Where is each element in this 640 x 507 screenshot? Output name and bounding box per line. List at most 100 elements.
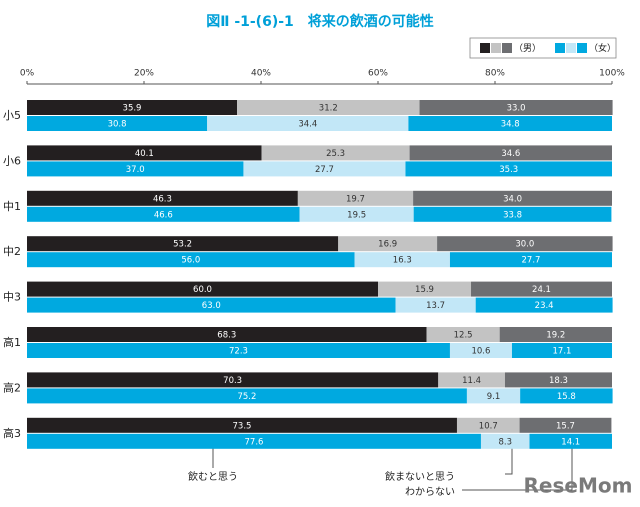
- category-label: 小6: [3, 154, 21, 167]
- bar-segment: [27, 297, 396, 313]
- value-label: 75.2: [237, 392, 256, 402]
- value-label: 8.3: [498, 437, 512, 447]
- bar-segment: [519, 417, 612, 433]
- bar-segment: [480, 433, 530, 449]
- x-tick-label: 100%: [599, 69, 625, 79]
- value-label: 40.1: [135, 149, 154, 159]
- value-label: 14.1: [561, 437, 580, 447]
- value-label: 23.4: [535, 301, 554, 311]
- value-label: 16.3: [393, 256, 412, 266]
- category-label: 高3: [3, 426, 21, 440]
- bar-segment: [413, 206, 612, 222]
- value-label: 17.1: [553, 347, 572, 357]
- x-tick-label: 80%: [485, 69, 505, 79]
- annotation-line: [462, 440, 573, 491]
- bar-segment: [27, 327, 427, 342]
- bar-segment: [438, 372, 505, 388]
- value-label: 15.8: [557, 392, 576, 402]
- x-tick-label: 40%: [251, 69, 271, 79]
- legend-swatch: [502, 43, 512, 53]
- bar-segment: [471, 281, 612, 297]
- value-label: 34.8: [501, 120, 520, 130]
- bar-segment: [520, 388, 613, 404]
- bar-segment: [426, 327, 500, 342]
- value-label: 15.7: [556, 421, 575, 431]
- bar-segment: [449, 343, 512, 358]
- value-label: 35.3: [499, 165, 518, 175]
- bar-segment: [378, 281, 472, 297]
- category-label: 中1: [3, 200, 21, 213]
- bar-segment: [27, 281, 378, 297]
- x-tick-label: 0%: [20, 69, 35, 79]
- value-label: 33.0: [507, 104, 526, 114]
- bar-segment: [466, 388, 521, 404]
- value-label: 18.3: [549, 376, 568, 386]
- bar-segment: [409, 145, 612, 161]
- value-label: 25.3: [326, 149, 345, 159]
- category-label: 中3: [3, 291, 21, 304]
- value-label: 46.3: [153, 194, 172, 204]
- bar-segment: [27, 206, 300, 222]
- bar-segment: [297, 190, 414, 206]
- bar-segment: [529, 433, 612, 449]
- value-label: 19.5: [347, 210, 366, 220]
- value-label: 72.3: [229, 347, 248, 357]
- bar-segment: [408, 116, 612, 131]
- legend-swatch: [491, 43, 501, 53]
- annotation: わからない: [405, 486, 455, 498]
- value-label: 35.9: [123, 104, 142, 114]
- value-label: 19.7: [346, 194, 365, 204]
- bar-segment: [27, 417, 457, 433]
- value-label: 70.3: [223, 376, 242, 386]
- bar-segment: [27, 433, 481, 449]
- value-label: 73.5: [233, 421, 252, 431]
- category-label: 中2: [3, 245, 21, 258]
- bar-segment: [27, 145, 262, 161]
- value-label: 27.7: [315, 165, 334, 175]
- value-label: 16.9: [378, 240, 397, 250]
- bar-segment: [207, 116, 409, 131]
- category-label: 高1: [3, 335, 21, 349]
- legend-label: （男）: [514, 43, 541, 54]
- bar-segment: [405, 161, 612, 177]
- bar-segment: [338, 236, 438, 252]
- annotation: 飲まないと思う: [385, 470, 455, 483]
- bar-segment: [413, 190, 612, 206]
- bar-segment: [27, 343, 450, 358]
- value-label: 13.7: [426, 301, 445, 311]
- legend-box: [469, 37, 617, 59]
- bar-segment: [243, 161, 406, 177]
- x-tick-label: 60%: [368, 69, 388, 79]
- bar-segment: [419, 100, 613, 115]
- watermark: ReseMom: [524, 474, 633, 498]
- bar-segment: [395, 297, 476, 313]
- bar-segment: [499, 327, 612, 342]
- bar-segment: [456, 417, 520, 433]
- value-label: 60.0: [193, 285, 212, 295]
- value-label: 30.0: [515, 240, 534, 250]
- value-label: 27.7: [522, 256, 541, 266]
- bar-segment: [27, 388, 467, 404]
- bar-segment: [299, 206, 414, 222]
- legend-swatch: [555, 43, 565, 53]
- x-tick-label: 20%: [134, 69, 154, 79]
- bar-segment: [27, 372, 439, 388]
- value-label: 30.8: [108, 120, 127, 130]
- value-label: 9.1: [487, 392, 501, 402]
- chart-title: 図Ⅱ -1-(6)-1 将来の飲酒の可能性: [206, 13, 434, 30]
- category-label: 高2: [3, 380, 21, 394]
- legend-swatch: [566, 43, 576, 53]
- bar-segment: [27, 252, 355, 268]
- value-label: 10.6: [471, 347, 490, 357]
- value-label: 68.3: [217, 331, 236, 341]
- value-label: 33.8: [503, 210, 522, 220]
- value-label: 53.2: [173, 240, 192, 250]
- value-label: 19.2: [546, 331, 565, 341]
- value-label: 63.0: [202, 301, 221, 311]
- annotation: 飲むと思う: [188, 470, 238, 483]
- bar-segment: [511, 343, 612, 358]
- value-label: 56.0: [181, 256, 200, 266]
- bar-segment: [449, 252, 612, 268]
- legend-label: （女）: [589, 42, 616, 54]
- bar-segment: [354, 252, 450, 268]
